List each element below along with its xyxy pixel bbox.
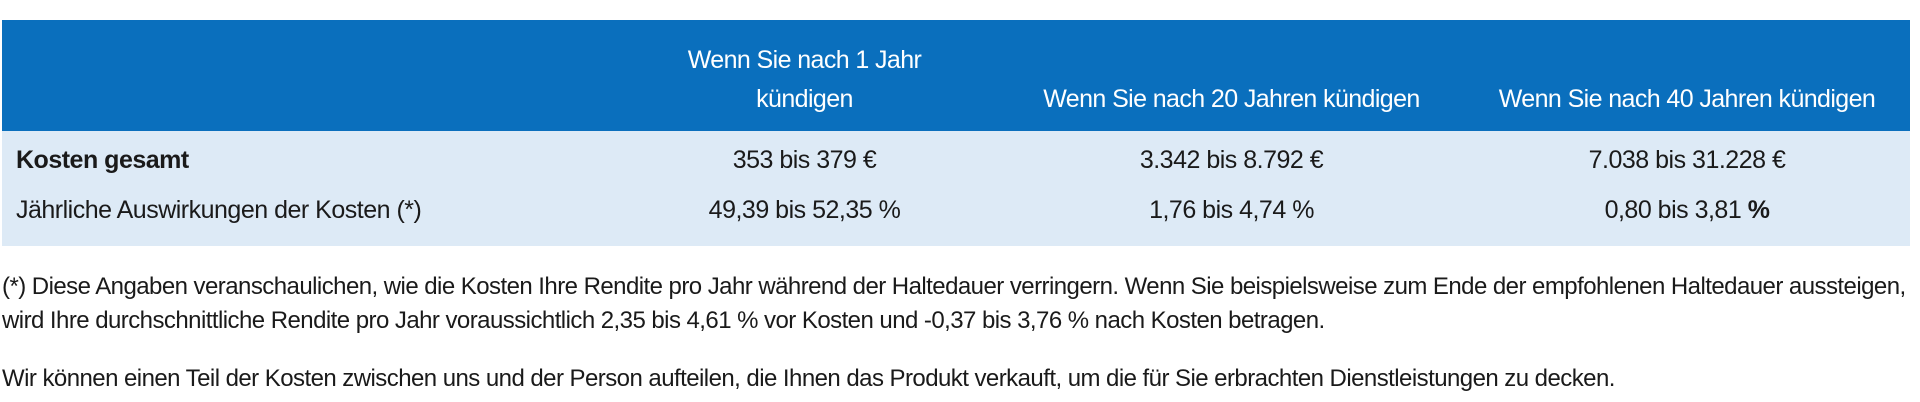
row-label-total-costs: Kosten gesamt xyxy=(16,145,189,174)
footnote-text: (*) Diese Angaben veranschaulichen, wie … xyxy=(2,273,1906,334)
total-costs-20-years: 3.342 bis 8.792 € xyxy=(1139,145,1324,174)
header-after-40-years: Wenn Sie nach 40 Jahren kündigen xyxy=(1498,85,1876,113)
row-label-annual-impact: Jährliche Auswirkungen der Kosten (*) xyxy=(16,196,422,224)
header-after-1-year: Wenn Sie nach 1 Jahr kündigen xyxy=(610,20,999,131)
cost-sharing-note: Wir können einen Teil der Kosten zwische… xyxy=(2,365,1615,392)
annual-impact-40-years-cell: 0,80 bis 3,81 % xyxy=(1464,186,1910,246)
table-row-total-costs: Kosten gesamt 353 bis 379 € 3.342 bis 8.… xyxy=(2,131,1910,186)
header-after-1-year-line1: Wenn Sie nach 1 Jahr xyxy=(687,46,922,74)
total-costs-40-years: 7.038 bis 31.228 € xyxy=(1588,145,1786,174)
total-costs-1-year: 353 bis 379 € xyxy=(732,145,877,174)
header-after-20-years: Wenn Sie nach 20 Jahren kündigen xyxy=(1043,85,1420,113)
annual-impact-40-years-suffix: % xyxy=(1747,196,1770,224)
table-header-row: Wenn Sie nach 1 Jahr kündigen Wenn Sie n… xyxy=(2,20,1910,131)
annual-impact-40-years: 0,80 bis 3,81 xyxy=(1604,196,1742,224)
annual-impact-1-year: 49,39 bis 52,35 % xyxy=(708,196,901,224)
header-after-1-year-line2: kündigen xyxy=(756,85,853,113)
annual-impact-20-years: 1,76 bis 4,74 % xyxy=(1149,196,1314,224)
cost-table: Wenn Sie nach 1 Jahr kündigen Wenn Sie n… xyxy=(2,20,1910,246)
table-row-annual-impact: Jährliche Auswirkungen der Kosten (*) 49… xyxy=(2,186,1910,246)
header-empty xyxy=(2,20,610,131)
